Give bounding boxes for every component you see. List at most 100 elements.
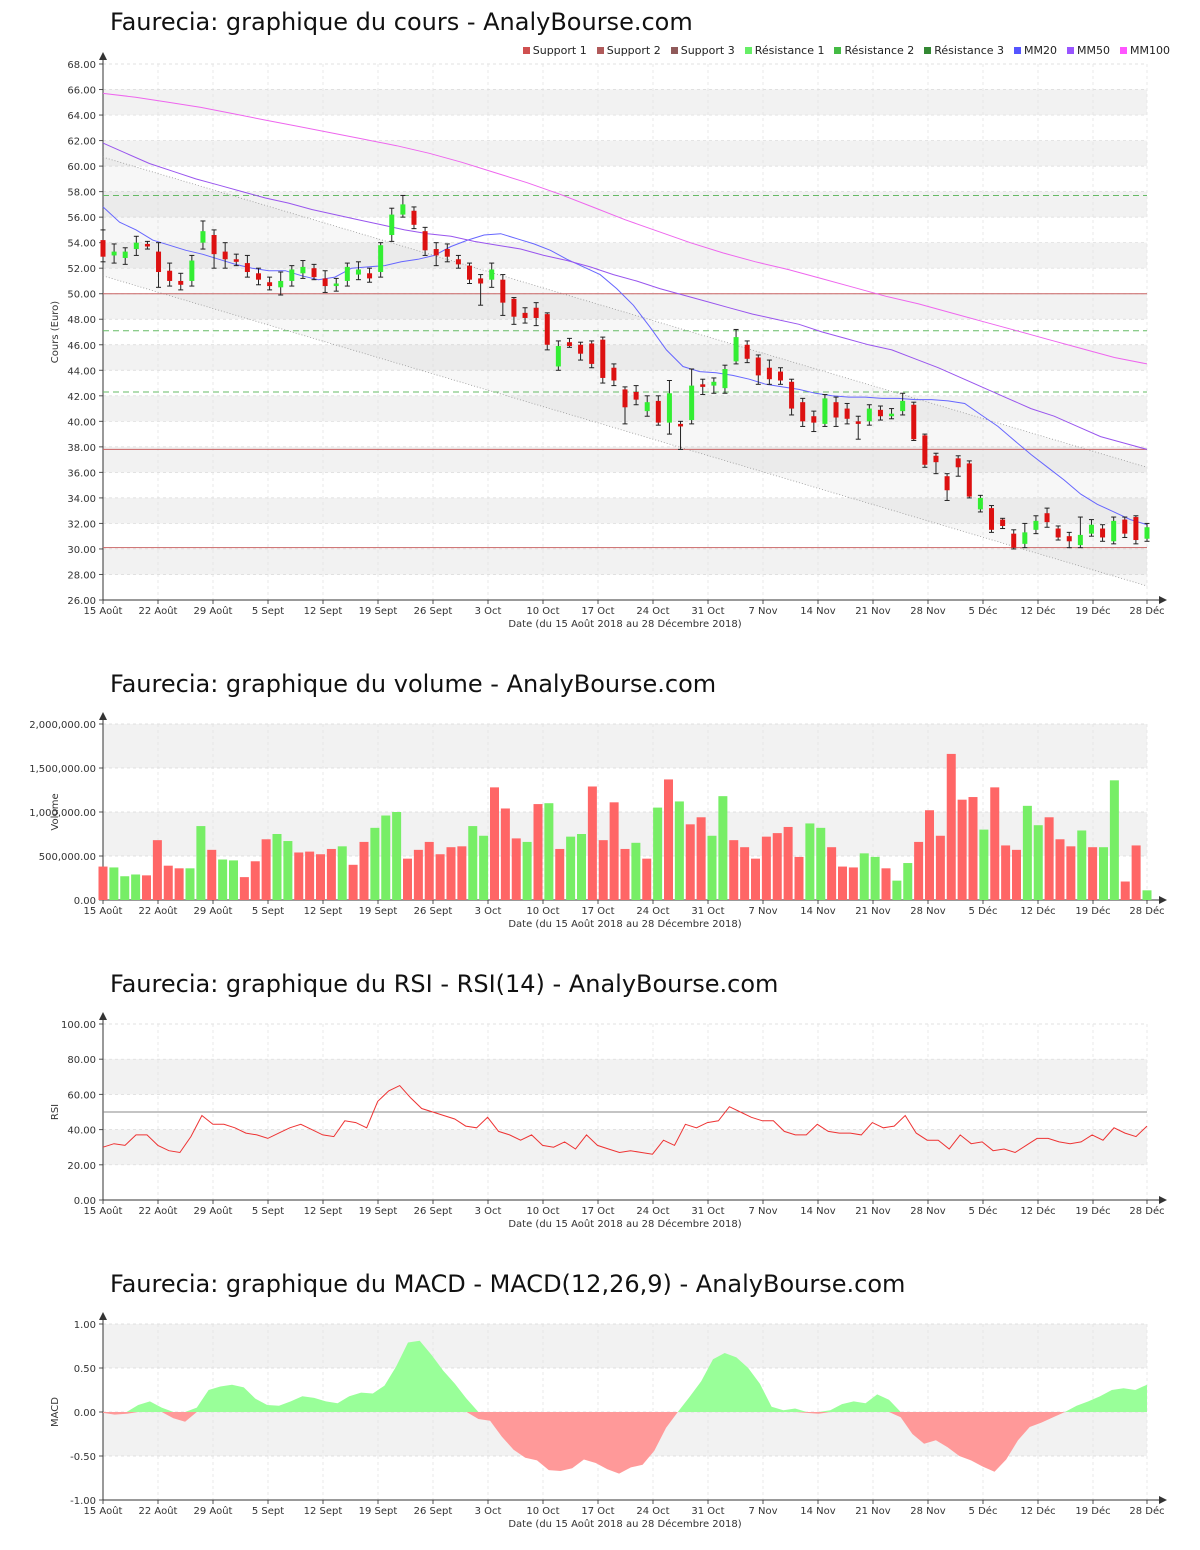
y-tick-label: 50.00: [67, 290, 96, 301]
legend-item: MM20: [1014, 44, 1057, 57]
volume-bar: [479, 835, 489, 900]
y-tick-label: 44.00: [67, 366, 96, 377]
candle: [289, 265, 295, 287]
volume-bar: [653, 807, 663, 900]
volume-bar: [914, 841, 924, 900]
candle-body: [678, 423, 684, 427]
candle-body: [178, 280, 184, 285]
candle: [1022, 522, 1028, 549]
volume-bar: [761, 836, 771, 900]
candle: [1144, 522, 1150, 542]
ma-line-mm50: [102, 142, 1148, 450]
candle: [178, 272, 184, 291]
volume-bar: [272, 834, 282, 900]
x-tick-label: 31 Oct: [691, 1506, 724, 1517]
volume-bar: [848, 867, 858, 900]
x-tick-label: 5 Déc: [969, 605, 998, 617]
price-legend: Support 1 Support 2 Support 3 Résistance 1 R…: [522, 44, 1170, 57]
legend-label: Résistance 3: [934, 44, 1005, 57]
candle: [167, 262, 173, 287]
candle: [211, 229, 217, 269]
candle: [866, 404, 872, 426]
candle-body: [1144, 527, 1150, 539]
candle: [1077, 516, 1083, 549]
y-tick-label: 1,500,000.00: [29, 764, 96, 775]
candle-body: [1111, 520, 1117, 542]
candle-body: [989, 508, 995, 530]
y-tick-label: 60.00: [67, 1090, 96, 1101]
grid-band: [103, 548, 1147, 575]
candle: [678, 420, 684, 450]
candle: [1133, 515, 1139, 545]
x-tick-label: 19 Déc: [1075, 905, 1110, 917]
x-tick-label: 14 Nov: [800, 1506, 836, 1517]
y-axis-title: MACD: [50, 1397, 61, 1427]
candle: [766, 359, 772, 385]
y-tick-label: 1,000,000.00: [29, 808, 96, 819]
x-tick-label: 19 Sept: [359, 606, 398, 617]
candle-body: [589, 343, 595, 364]
candle-body: [889, 413, 895, 417]
candle: [622, 386, 628, 425]
x-tick-label: 24 Oct: [636, 906, 669, 917]
candle: [644, 395, 650, 417]
candle: [389, 207, 395, 242]
volume-bar: [1066, 846, 1076, 900]
candle: [755, 354, 761, 385]
x-tick-label: 28 Nov: [910, 906, 946, 917]
candle-body: [755, 357, 761, 376]
volume-bar: [490, 787, 499, 900]
candle-body: [733, 337, 739, 362]
x-tick-label: 10 Oct: [526, 1506, 559, 1517]
volume-bar: [696, 817, 706, 900]
candle: [100, 229, 106, 263]
volume-bar: [424, 841, 434, 900]
candle: [989, 505, 995, 533]
candle: [1122, 516, 1128, 538]
volume-bar: [968, 797, 978, 900]
volume-bar: [337, 846, 347, 900]
y-axis-title: Cours (Euro): [50, 301, 61, 364]
candle: [611, 363, 617, 387]
volume-bar: [642, 858, 652, 900]
volume-bar: [533, 804, 543, 900]
y-tick-label: 38.00: [67, 443, 96, 454]
x-tick-label: 24 Oct: [636, 606, 669, 617]
rsi-line: [102, 1084, 1148, 1155]
legend-swatch: [522, 47, 530, 54]
volume-bar: [718, 796, 728, 900]
volume-bar: [370, 827, 380, 900]
volume-bar: [348, 864, 358, 900]
x-axis-title: Date (du 15 Août 2018 au 28 Décembre 201…: [508, 918, 741, 930]
volume-bar: [392, 812, 402, 900]
grid-band: [103, 242, 1147, 269]
candle: [244, 254, 250, 278]
candle: [789, 378, 795, 416]
volume-bar: [946, 753, 956, 900]
y-tick-label: 36.00: [67, 468, 96, 479]
candle-body: [1133, 517, 1139, 541]
y-axis-arrow: [99, 1012, 107, 1020]
volume-bar: [163, 865, 173, 900]
rsi-chart: 0.00 20.00 40.00 60.00 80.00 100.00 15 Août 22 …: [50, 1012, 1167, 1230]
candle: [900, 392, 906, 416]
volume-bar: [294, 852, 304, 900]
volume-bar: [457, 846, 467, 900]
x-tick-label: 22 Août: [139, 1205, 178, 1217]
y-tick-label: 54.00: [67, 239, 96, 250]
candle-body: [1033, 520, 1039, 530]
x-tick-label: 28 Déc: [1129, 1205, 1164, 1217]
legend-item: Résistance 3: [924, 44, 1004, 57]
volume-bar: [816, 827, 826, 900]
x-tick-label: 19 Sept: [359, 1206, 398, 1217]
volume-bar: [250, 861, 260, 900]
x-tick-label: 10 Oct: [526, 1206, 559, 1217]
volume-bar: [881, 868, 891, 900]
x-tick-label: 22 Août: [139, 1505, 178, 1517]
volume-bar: [903, 863, 913, 900]
legend-label: Résistance 2: [844, 44, 915, 57]
candle-body: [722, 369, 728, 389]
candle-body: [111, 251, 117, 256]
candle: [367, 267, 373, 283]
x-axis-title: Date (du 15 Août 2018 au 28 Décembre 201…: [508, 1518, 741, 1530]
